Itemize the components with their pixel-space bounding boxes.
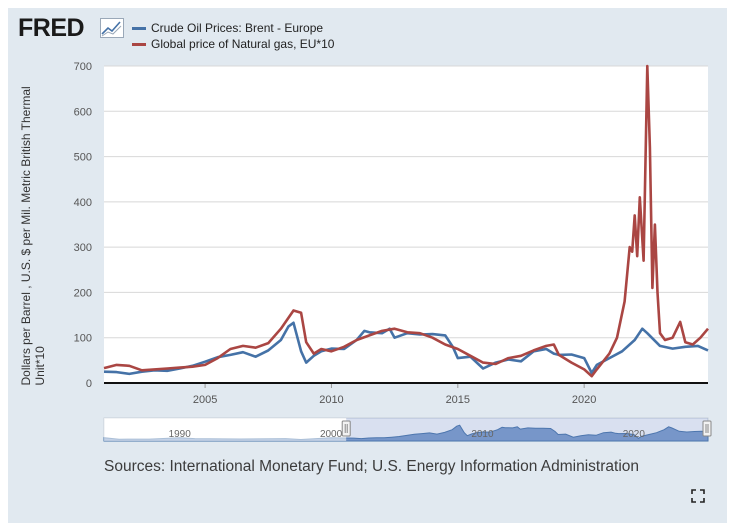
navigator-mask bbox=[104, 418, 347, 441]
y-tick-label: 500 bbox=[74, 152, 92, 164]
chart-trend-icon bbox=[100, 18, 124, 38]
legend-label-brent: Crude Oil Prices: Brent - Europe bbox=[151, 21, 324, 35]
fullscreen-icon[interactable] bbox=[691, 489, 705, 503]
navigator-series-area bbox=[103, 424, 709, 442]
fred-logo[interactable]: FRED bbox=[18, 14, 85, 42]
x-tick-label: 2005 bbox=[193, 394, 217, 406]
navigator-year-label: 1990 bbox=[169, 429, 192, 440]
y-tick-label: 700 bbox=[74, 61, 92, 73]
legend-swatch-brent bbox=[132, 26, 146, 30]
y-tick-label: 100 bbox=[74, 333, 92, 345]
navigator-year-label: 2000 bbox=[320, 429, 343, 440]
plot-background bbox=[104, 66, 708, 383]
legend: Crude Oil Prices: Brent - Europe Global … bbox=[132, 20, 334, 52]
y-tick-label: 0 bbox=[86, 378, 92, 390]
y-tick-label: 600 bbox=[74, 106, 92, 118]
legend-swatch-natgas bbox=[132, 42, 146, 46]
navigator-selection bbox=[346, 418, 708, 441]
legend-item-natgas[interactable]: Global price of Natural gas, EU*10 bbox=[132, 36, 334, 52]
navigator-year-label: 2010 bbox=[471, 429, 494, 440]
y-tick-label: 300 bbox=[74, 242, 92, 254]
x-tick-label: 2010 bbox=[319, 394, 343, 406]
x-tick-label: 2020 bbox=[572, 394, 596, 406]
navigator-year-label: 2020 bbox=[623, 429, 646, 440]
series-line-natgas bbox=[103, 64, 709, 378]
legend-label-natgas: Global price of Natural gas, EU*10 bbox=[151, 37, 335, 51]
legend-item-brent[interactable]: Crude Oil Prices: Brent - Europe bbox=[132, 20, 334, 36]
navigator-handle-right[interactable] bbox=[702, 420, 712, 437]
y-tick-label: 200 bbox=[74, 287, 92, 299]
navigator-handle-left[interactable] bbox=[341, 420, 351, 437]
y-tick-label: 400 bbox=[74, 197, 92, 209]
source-note: Sources: International Monetary Fund; U.… bbox=[104, 458, 640, 475]
x-tick-label: 2015 bbox=[446, 394, 470, 406]
